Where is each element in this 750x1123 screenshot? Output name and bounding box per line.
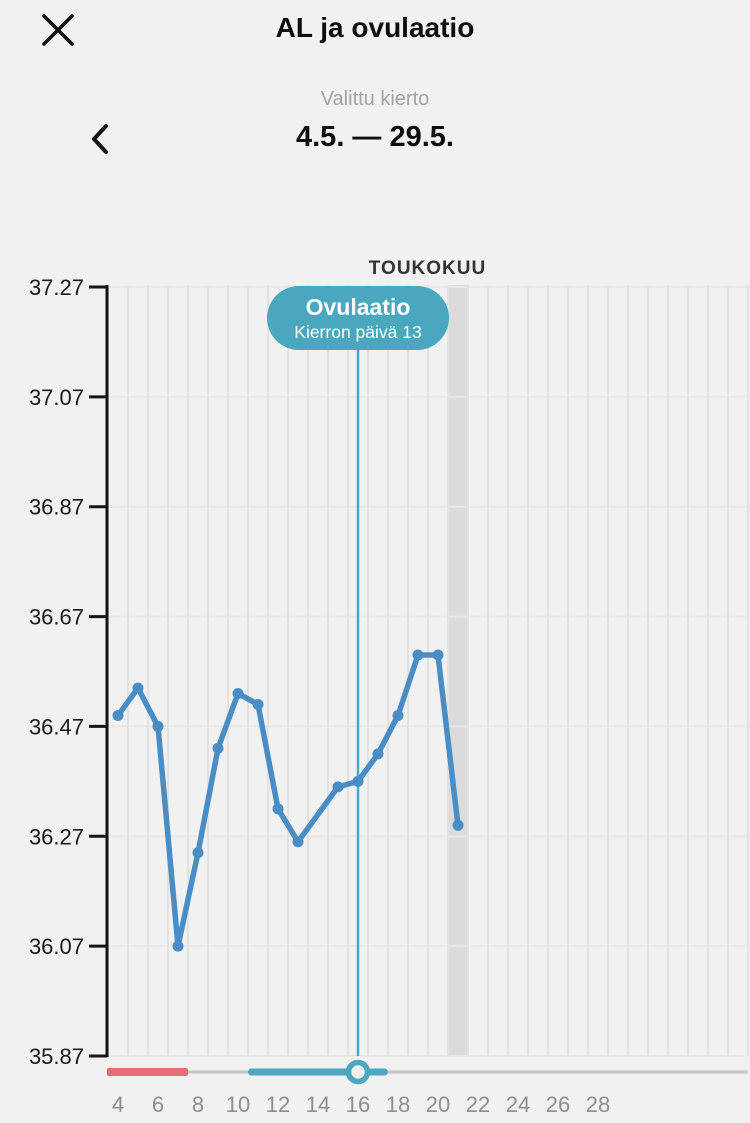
x-tick-label: 18	[386, 1092, 410, 1117]
data-point	[172, 940, 184, 952]
y-tick-label: 36.27	[29, 824, 84, 849]
data-point	[452, 819, 464, 831]
x-tick-label: 10	[226, 1092, 250, 1117]
data-point	[112, 709, 124, 721]
x-tick-label: 16	[346, 1092, 370, 1117]
data-point	[372, 748, 384, 760]
close-button[interactable]	[34, 6, 82, 54]
data-point	[232, 687, 244, 699]
y-tick-label: 37.07	[29, 385, 84, 410]
data-point	[292, 836, 304, 848]
data-point	[392, 709, 404, 721]
x-tick-label: 26	[546, 1092, 570, 1117]
x-tick-label: 22	[466, 1092, 490, 1117]
month-label: TOUKOKUU	[368, 258, 487, 279]
y-tick-label: 35.87	[29, 1044, 84, 1069]
data-point	[352, 775, 364, 787]
page-title: AL ja ovulaatio	[275, 12, 475, 43]
y-tick-label: 36.67	[29, 605, 84, 630]
data-point	[212, 742, 224, 754]
data-point	[412, 649, 424, 661]
previous-cycle-button[interactable]	[80, 119, 120, 161]
close-icon	[42, 14, 74, 46]
x-tick-label: 20	[426, 1092, 450, 1117]
cycle-selector-label: Valittu kierto	[320, 88, 430, 110]
x-tick-label: 4	[112, 1092, 124, 1117]
data-point	[192, 847, 204, 859]
data-point	[432, 649, 444, 661]
data-point	[152, 720, 164, 732]
y-tick-label: 36.47	[29, 714, 84, 739]
today-highlight-column	[448, 285, 468, 1056]
data-point	[252, 698, 264, 710]
y-tick-label: 36.07	[29, 934, 84, 959]
period-segment	[107, 1068, 188, 1076]
x-tick-label: 6	[152, 1092, 164, 1117]
chevron-left-icon	[92, 123, 108, 154]
data-point	[132, 682, 144, 694]
x-tick-label: 24	[506, 1092, 530, 1117]
cycle-date-range: 4.5. — 29.5.	[296, 121, 454, 153]
y-tick-label: 37.27	[29, 275, 84, 300]
x-tick-label: 12	[266, 1092, 290, 1117]
ovulation-badge-title: Ovulaatio	[305, 293, 411, 320]
slider-thumb[interactable]	[345, 1059, 371, 1085]
x-tick-label: 8	[192, 1092, 204, 1117]
ovulation-badge: Ovulaatio Kierron päivä 13	[267, 286, 449, 350]
data-point	[272, 803, 284, 815]
y-tick-label: 36.87	[29, 495, 84, 520]
ovulation-badge-subtitle: Kierron päivä 13	[294, 321, 422, 342]
x-tick-label: 28	[586, 1092, 610, 1117]
x-tick-label: 14	[306, 1092, 330, 1117]
data-point	[332, 781, 344, 793]
